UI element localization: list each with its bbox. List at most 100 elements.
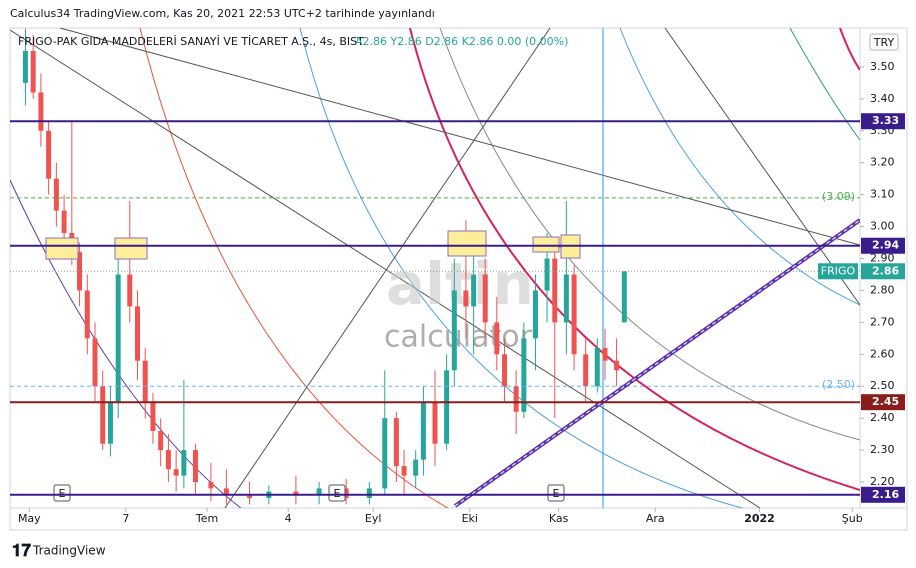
candle-body (343, 488, 349, 498)
candle-body (413, 459, 419, 476)
y-tick-label: 2.30 (870, 443, 895, 456)
level-label: 3.33 (872, 114, 899, 127)
fib-arc (789, 28, 860, 141)
candle-body (602, 347, 608, 361)
candle-body (583, 354, 589, 387)
y-tick-label: 3.10 (870, 188, 895, 201)
event-label[interactable]: E (553, 487, 560, 500)
publish-info: Calculus34 TradingView.com, Kas 20, 2021… (10, 7, 435, 20)
y-tick-label: 2.20 (870, 475, 895, 488)
level-badge (861, 237, 905, 254)
x-tick-label: Eki (462, 512, 478, 525)
y-tick-label: 3.40 (870, 92, 895, 105)
x-tick-label: 7 (122, 512, 129, 525)
candle-body (594, 347, 600, 387)
candle-body (30, 50, 36, 93)
last-price: 2.86 (872, 264, 899, 277)
y-tick-label: 2.90 (870, 252, 895, 265)
candle-body (181, 450, 187, 476)
candle-body (471, 274, 477, 307)
level-badge (861, 486, 905, 503)
level-badge (861, 394, 905, 411)
candle-body (173, 469, 179, 476)
candle-body (513, 386, 519, 412)
dashed-level-label: (2.50) (822, 378, 855, 391)
x-tick-label: Kas (549, 512, 569, 525)
candle-body (192, 450, 198, 483)
fib-arc (439, 28, 860, 441)
x-tick-label: Şub (842, 512, 863, 525)
candle-body (150, 402, 156, 431)
fib-arc (839, 28, 860, 71)
level-label: 2.94 (872, 239, 899, 252)
logo: 𝟏𝟕 (12, 541, 31, 561)
watermark: altin (386, 250, 534, 318)
x-tick-label: 4 (285, 512, 292, 525)
last-name-badge (818, 263, 858, 280)
candle-body (621, 271, 627, 323)
candle-body (393, 418, 399, 467)
candle-body (61, 210, 67, 233)
candle-body (494, 322, 500, 355)
candle-body (158, 430, 164, 451)
y-tick-label: 2.60 (870, 347, 895, 360)
candle-body (142, 360, 148, 403)
watermark: calculator (384, 320, 533, 355)
candle-body (382, 418, 388, 489)
event-label[interactable]: E (334, 487, 341, 500)
x-tick-label: May (18, 512, 41, 525)
trend-line (224, 28, 551, 508)
candle-body (463, 290, 469, 307)
candle-body (293, 491, 299, 495)
x-tick-label: Tem (195, 512, 218, 525)
candle-body (444, 370, 450, 444)
level-label: 2.16 (872, 488, 899, 501)
candle-body (165, 450, 171, 470)
candle-body (84, 290, 90, 339)
y-tick-label: 2.80 (870, 283, 895, 296)
fib-arc (299, 28, 744, 508)
level-badge (861, 113, 905, 130)
candle-body (563, 274, 569, 323)
last-price-badge (861, 263, 905, 280)
level-label: 2.45 (872, 395, 899, 408)
footer: TradingView (32, 544, 106, 558)
trend-line (59, 28, 860, 246)
y-tick-label: 3.20 (870, 156, 895, 169)
trend-line (664, 28, 860, 306)
candle-body (432, 402, 438, 444)
plot (10, 28, 860, 505)
y-tick-label: 2.40 (870, 411, 895, 424)
candle-body (22, 50, 28, 83)
x-tick-label: Eyl (365, 512, 382, 525)
candle-body (92, 338, 98, 387)
trend-line (10, 29, 761, 508)
symbol-title: FRIGO-PAK GIDA MADDELERİ SANAYİ VE TİCAR… (18, 35, 364, 48)
candle-body (552, 258, 558, 323)
candle-body (614, 360, 620, 371)
candle-body (46, 130, 52, 179)
y-tick-label: 2.50 (870, 379, 895, 392)
overlays (45, 218, 860, 508)
fib-arc (139, 28, 449, 508)
candle-body (316, 488, 322, 495)
x-tick-label: Ara (646, 512, 665, 525)
candle-body (401, 466, 407, 476)
currency[interactable]: TRY (873, 36, 895, 49)
candle-body (247, 494, 253, 498)
candle-body (107, 402, 113, 444)
candle-body (208, 482, 214, 489)
x-tick-label: 2022 (744, 512, 775, 525)
dashed-level-label: (3.09) (822, 190, 855, 203)
candle-body (532, 290, 538, 339)
candle-body (127, 274, 133, 307)
candle-body (38, 92, 44, 131)
highlight-box (45, 237, 79, 260)
candle-body (571, 274, 577, 355)
event-label[interactable]: E (59, 487, 66, 500)
fib-arc (10, 179, 242, 508)
candle-body (100, 386, 106, 444)
currency-box[interactable] (869, 33, 899, 51)
frame (9, 27, 908, 531)
candle-body (451, 290, 457, 371)
